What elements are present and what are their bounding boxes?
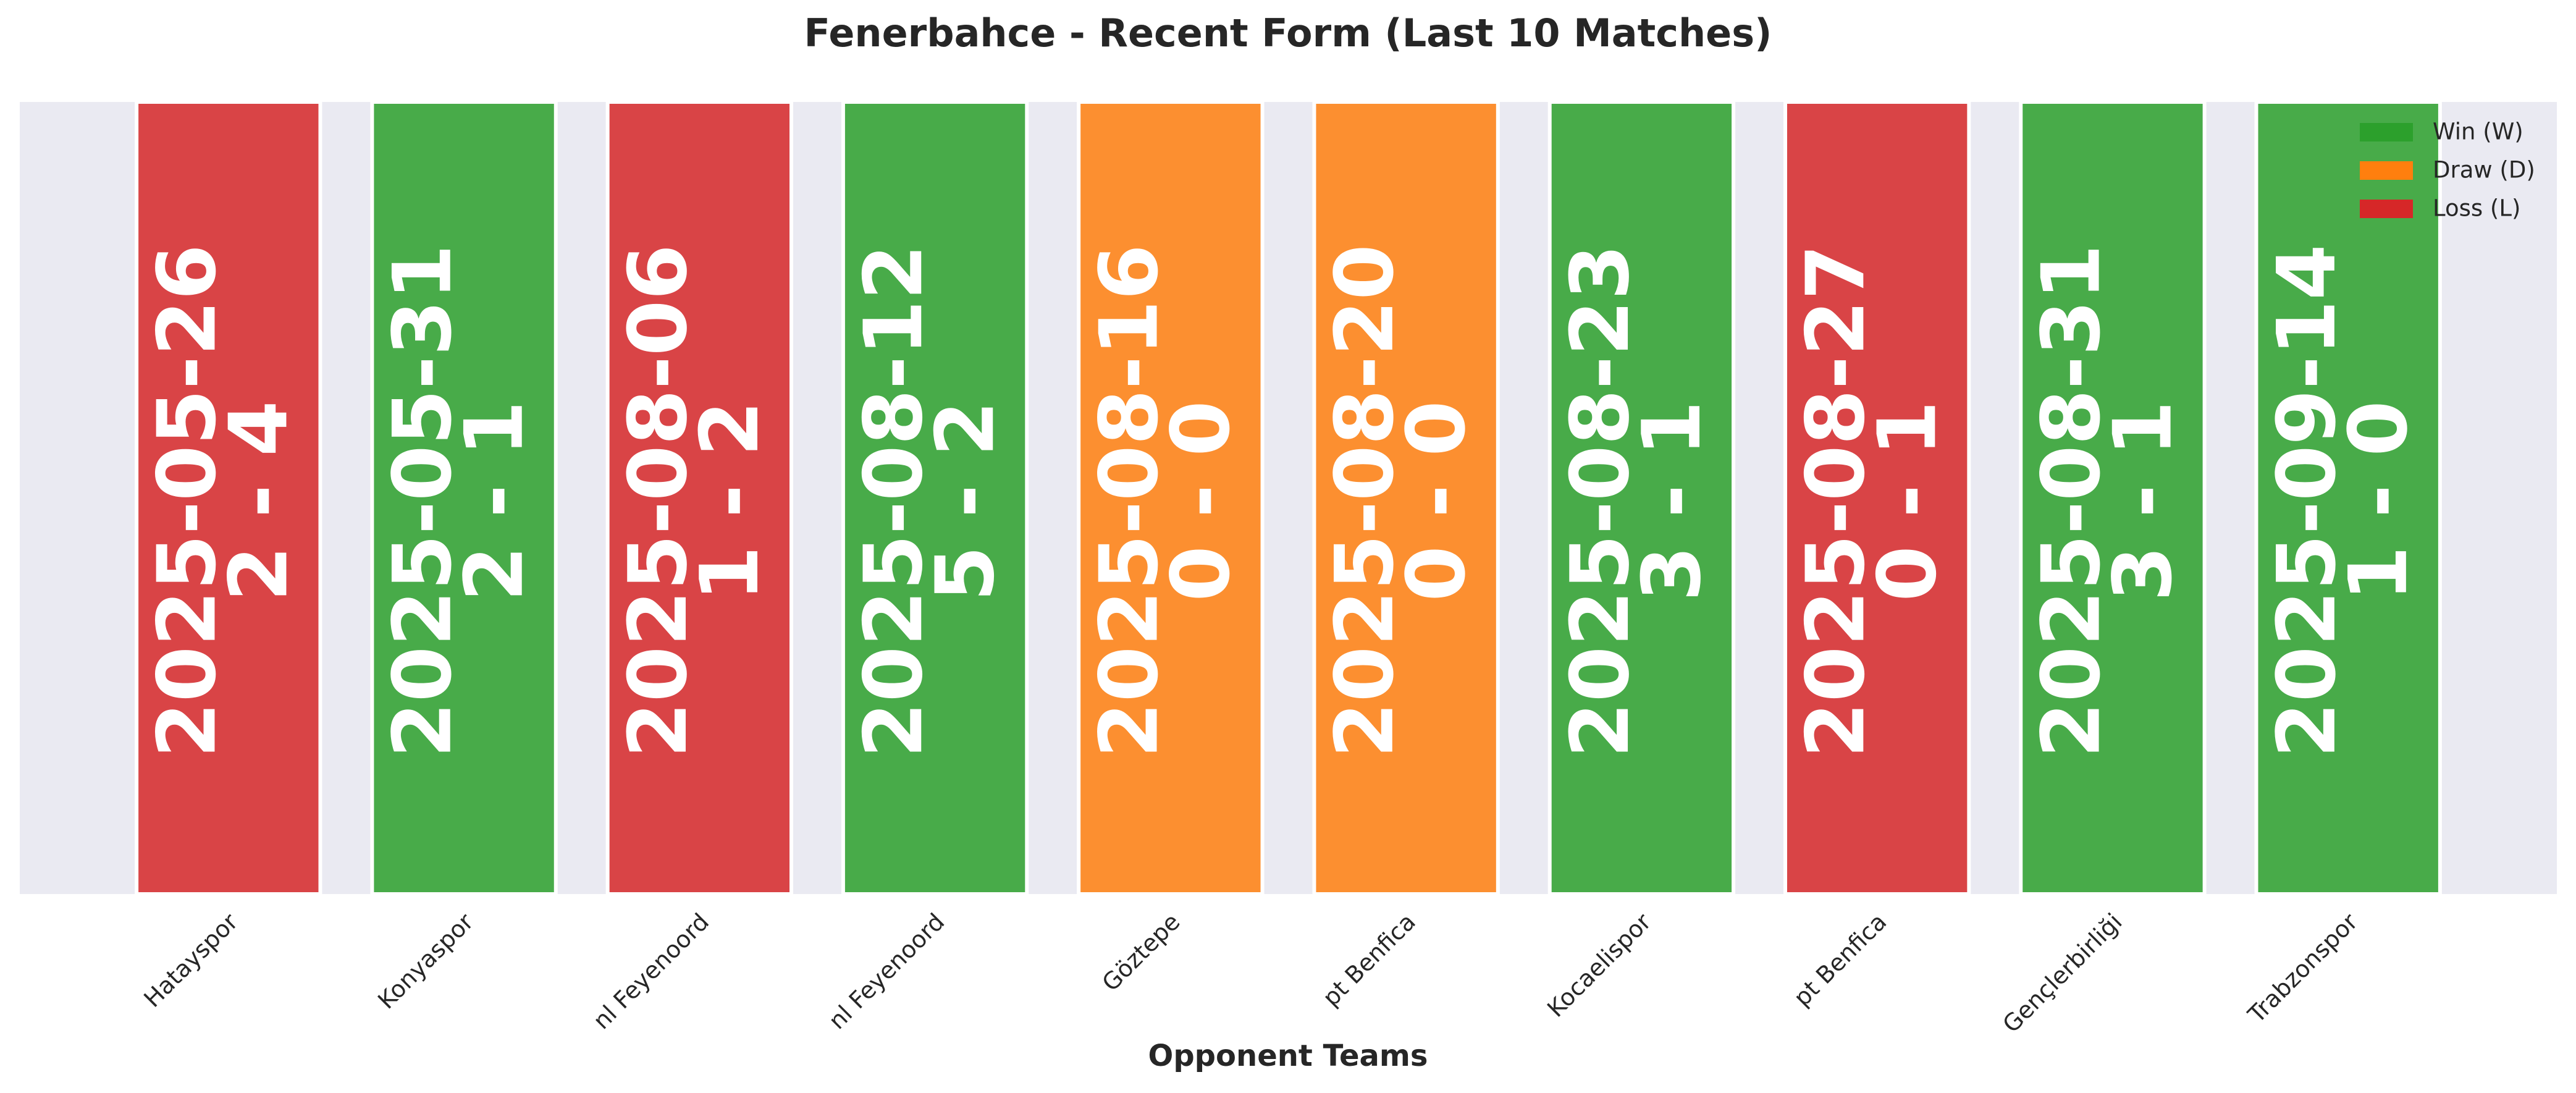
- match-date: 2025-08-27: [1788, 244, 1882, 758]
- bar: [841, 100, 1029, 896]
- legend-swatch: [2360, 161, 2413, 180]
- x-tick-label: Göztepe: [1097, 908, 1185, 997]
- x-tick-label: pt Benfica: [1788, 908, 1892, 1011]
- match-date: 2025-08-06: [611, 244, 705, 758]
- match-score: 1 - 2: [683, 400, 777, 601]
- bar: [2254, 100, 2442, 896]
- legend-label: Win (W): [2433, 119, 2523, 145]
- match-date: 2025-08-31: [2024, 244, 2118, 758]
- match-score: 2 - 4: [211, 400, 305, 601]
- x-tick-label: Konyaspor: [373, 908, 479, 1014]
- x-tick-label: pt Benfica: [1318, 908, 1421, 1011]
- bar: [370, 100, 558, 896]
- match-score: 1 - 0: [2331, 400, 2425, 601]
- match-score: 3 - 1: [2096, 400, 2190, 601]
- bar: [135, 100, 322, 896]
- bar: [1077, 100, 1265, 896]
- legend-swatch: [2360, 200, 2413, 218]
- match-date: 2025-08-20: [1318, 244, 1412, 758]
- match-score: 2 - 1: [447, 400, 541, 601]
- legend-swatch: [2360, 123, 2413, 141]
- match-date: 2025-05-26: [140, 244, 234, 758]
- match-score: 0 - 0: [1154, 400, 1248, 601]
- x-tick-label: Kocaelispor: [1542, 908, 1656, 1022]
- x-tick-label: Trabzonspor: [2242, 908, 2363, 1028]
- x-tick-label: Hatayspor: [138, 908, 243, 1012]
- match-date: 2025-08-23: [1553, 244, 1647, 758]
- bar: [1783, 100, 1971, 896]
- x-axis-label: Opponent Teams: [1148, 1039, 1428, 1073]
- x-tick-label: nl Feyenoord: [587, 908, 714, 1035]
- match-date: 2025-08-12: [846, 244, 940, 758]
- chart-title: Fenerbahce - Recent Form (Last 10 Matche…: [804, 11, 1772, 56]
- match-score: 5 - 2: [918, 400, 1012, 601]
- bar: [1312, 100, 1500, 896]
- match-date: 2025-09-14: [2260, 244, 2354, 758]
- bar: [1547, 100, 1736, 896]
- bar: [605, 100, 794, 896]
- match-date: 2025-08-16: [1082, 244, 1176, 758]
- match-score: 0 - 1: [1860, 400, 1954, 601]
- match-date: 2025-05-31: [376, 244, 469, 758]
- x-tick-label: Gençlerbirliği: [1997, 908, 2127, 1038]
- x-tick-label: nl Feyenoord: [823, 908, 950, 1035]
- match-score: 0 - 0: [1389, 400, 1483, 601]
- legend-label: Loss (L): [2433, 195, 2520, 222]
- bar: [2019, 100, 2207, 896]
- legend-label: Draw (D): [2433, 157, 2535, 184]
- match-score: 3 - 1: [1625, 400, 1719, 601]
